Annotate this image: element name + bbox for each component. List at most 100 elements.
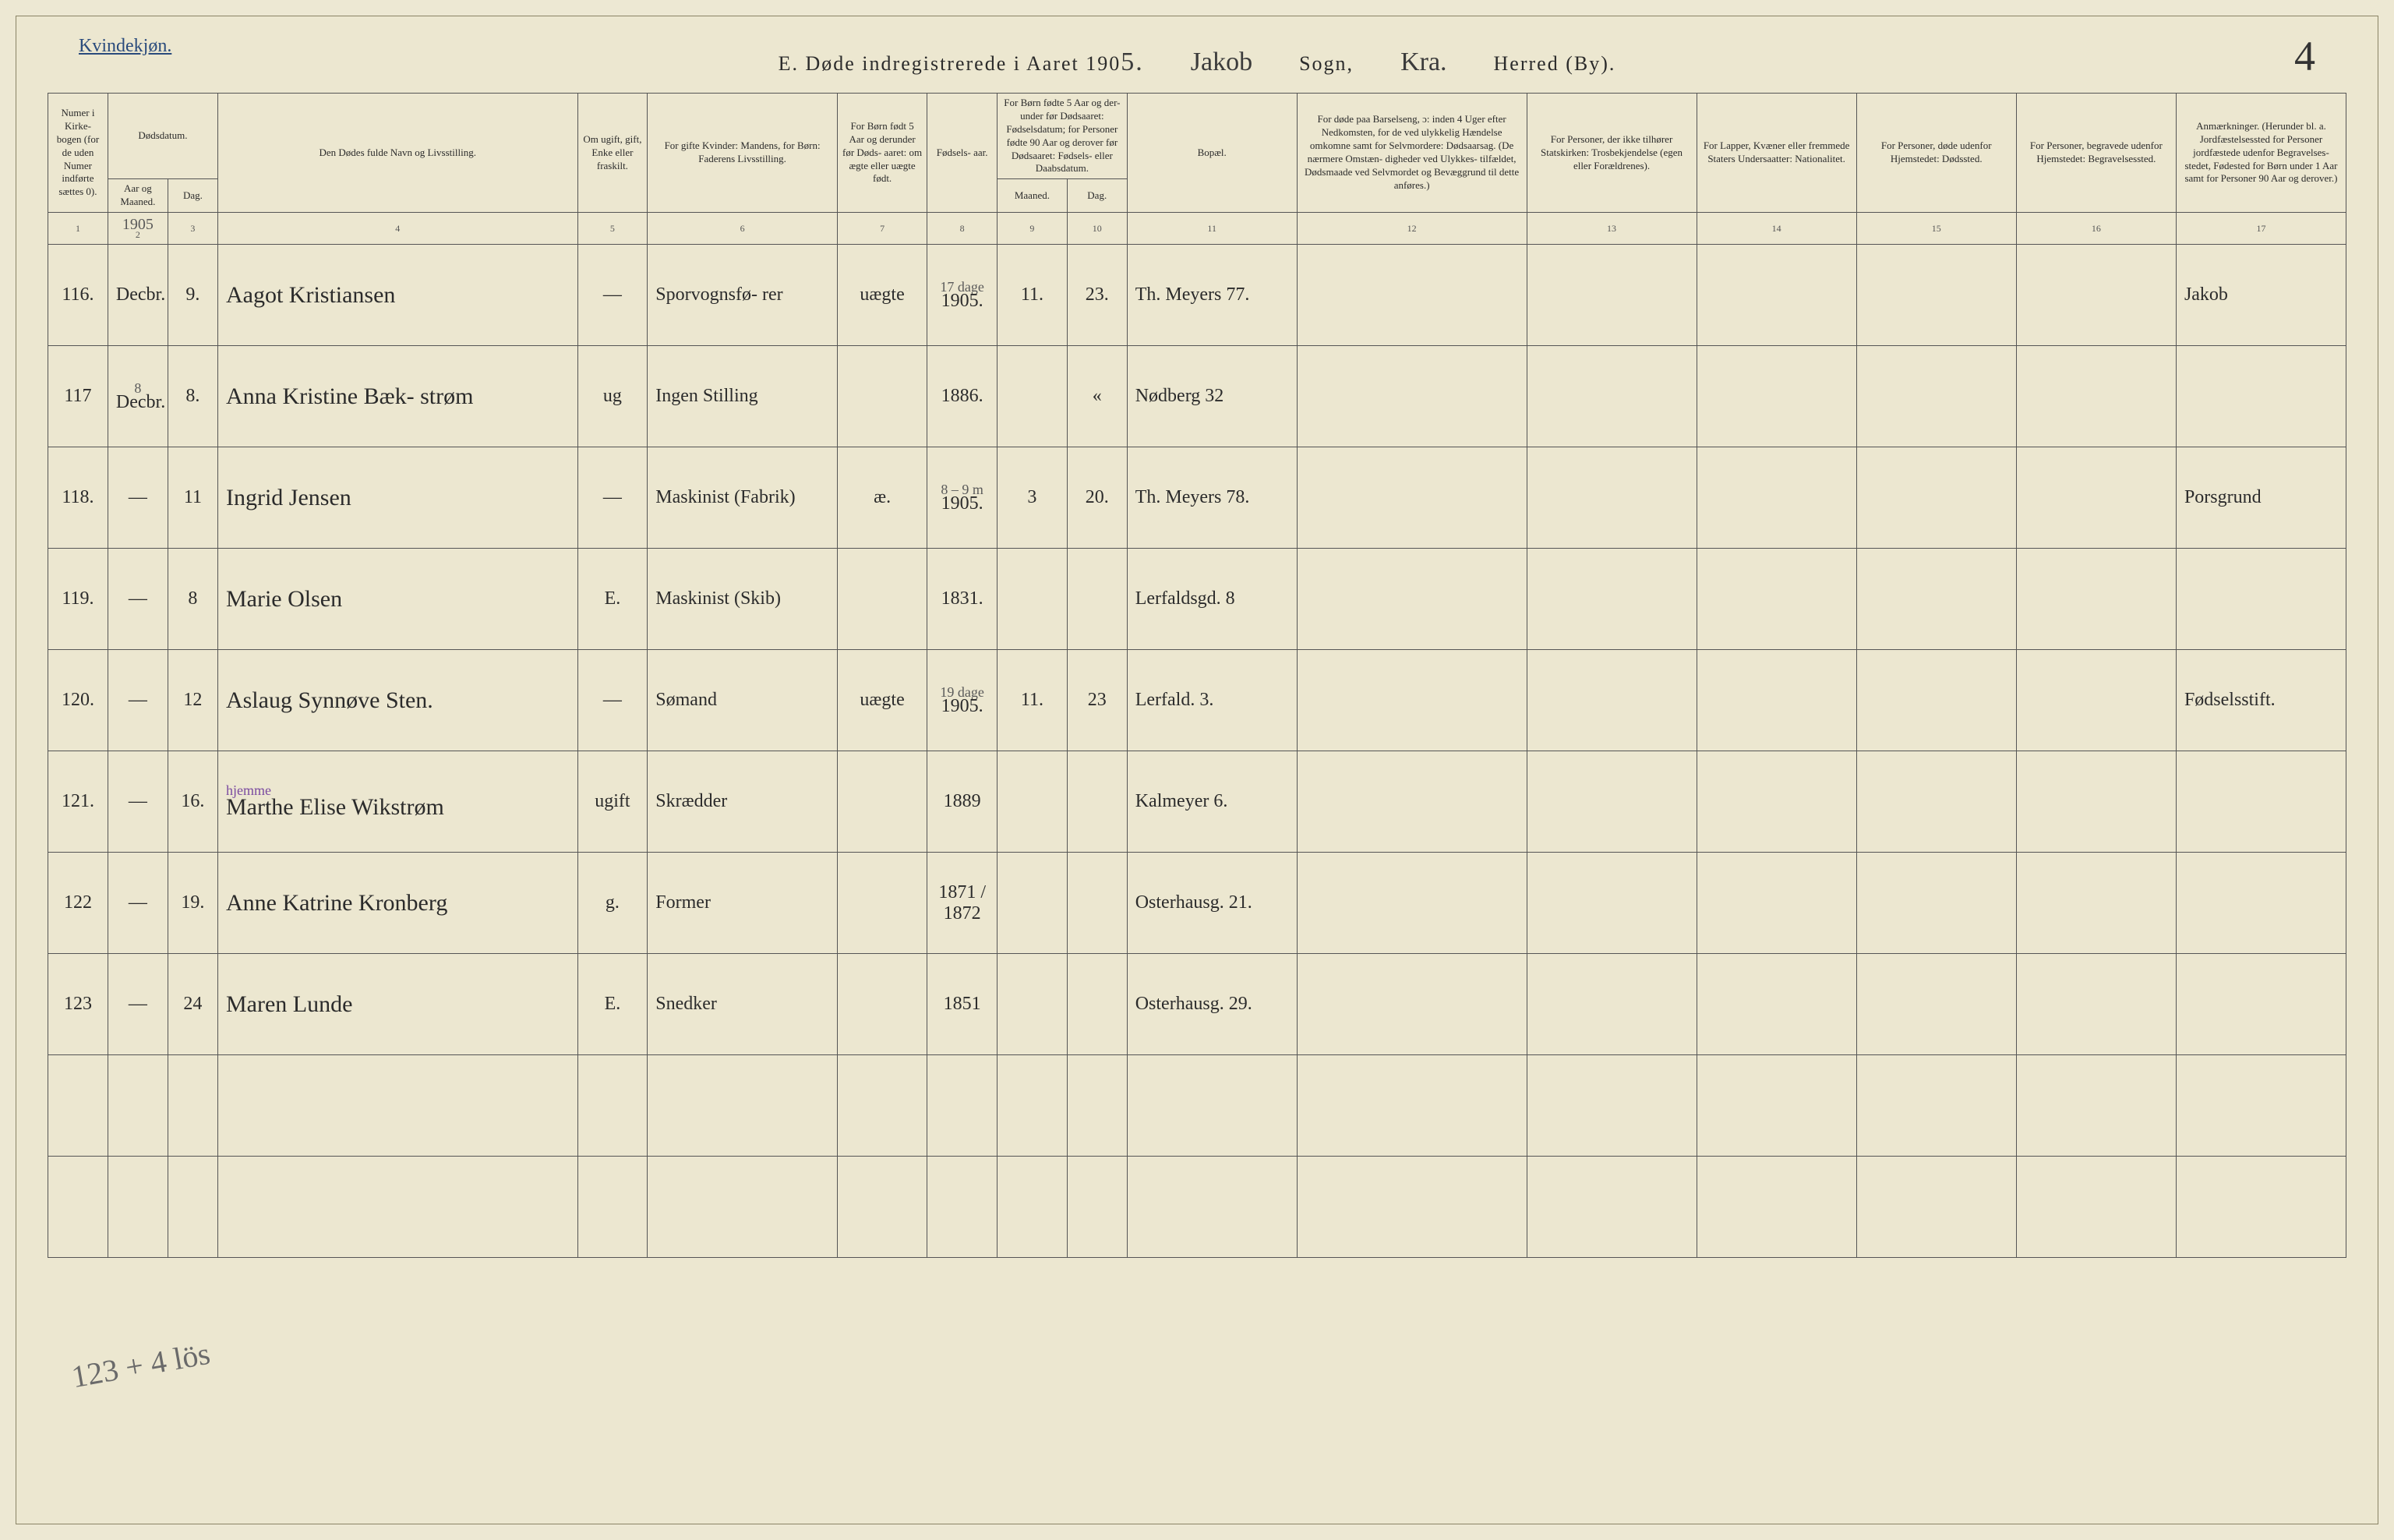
cell-occupation: Snedker xyxy=(648,954,838,1055)
table-row: 120.—12Aslaug Synnøve Sten.—Sømanduægte1… xyxy=(48,650,2346,751)
cell-num: 116. xyxy=(48,245,108,346)
hdr-bday: Dag. xyxy=(1067,179,1127,213)
cell-cause xyxy=(1297,853,1527,954)
table-row: 121.—16.hjemmeMarthe Elise Wikstrømugift… xyxy=(48,751,2346,853)
sogn-script: Jakob xyxy=(1191,48,1252,77)
cell-day: 19. xyxy=(168,853,217,954)
colnum: 14 xyxy=(1697,213,1856,245)
cell-occupation: Former xyxy=(648,853,838,954)
cell-deathplace xyxy=(1856,447,2016,549)
cell-status: g. xyxy=(577,853,648,954)
cell-birthmonth xyxy=(998,751,1068,853)
colnum: 10 xyxy=(1067,213,1127,245)
cell-remarks: Jakob xyxy=(2176,245,2346,346)
cell-status: E. xyxy=(577,954,648,1055)
cell-remarks: Porsgrund xyxy=(2176,447,2346,549)
cell-month: Decbr. xyxy=(108,245,168,346)
hdr-cause: For døde paa Barselseng, ɔ: inden 4 Uger… xyxy=(1297,94,1527,213)
colnum: 9 xyxy=(998,213,1068,245)
cell-name: Anna Kristine Bæk- strøm xyxy=(217,346,577,447)
sogn-label: Sogn, xyxy=(1299,52,1354,76)
hdr-name: Den Dødes fulde Navn og Livsstilling. xyxy=(217,94,577,213)
hdr-birthdate-top: For Børn fødte 5 Aar og der- under før D… xyxy=(998,94,1128,179)
colnum: 17 xyxy=(2176,213,2346,245)
cell-residence: Lerfaldsgd. 8 xyxy=(1127,549,1297,650)
cell-num: 117 xyxy=(48,346,108,447)
cell-burialplace xyxy=(2016,954,2176,1055)
cell-legit xyxy=(837,853,927,954)
cell-deathplace xyxy=(1856,346,2016,447)
cell-faith xyxy=(1527,549,1697,650)
cell-residence: Th. Meyers 77. xyxy=(1127,245,1297,346)
cell-cause xyxy=(1297,346,1527,447)
blank-row xyxy=(48,1055,2346,1157)
table-row: 118.—11Ingrid Jensen—Maskinist (Fabrik)æ… xyxy=(48,447,2346,549)
cell-cause xyxy=(1297,245,1527,346)
cell-faith xyxy=(1527,346,1697,447)
cell-legit xyxy=(837,954,927,1055)
cell-birthmonth xyxy=(998,346,1068,447)
cell-birthday: 23 xyxy=(1067,650,1127,751)
cell-remarks xyxy=(2176,954,2346,1055)
cell-remarks xyxy=(2176,346,2346,447)
cell-nationality xyxy=(1697,853,1856,954)
title-prefix-text: E. Døde indregistrerede i Aaret 190 xyxy=(779,52,1121,75)
footer-tally-note: 123 + 4 lös xyxy=(69,1335,213,1395)
cell-residence: Th. Meyers 78. xyxy=(1127,447,1297,549)
cell-status: ug xyxy=(577,346,648,447)
colnum: 8 xyxy=(927,213,998,245)
hdr-bmonth: Maaned. xyxy=(998,179,1068,213)
table-row: 1178Decbr.8.Anna Kristine Bæk- strømugIn… xyxy=(48,346,2346,447)
cell-faith xyxy=(1527,650,1697,751)
cell-burialplace xyxy=(2016,346,2176,447)
cell-cause xyxy=(1297,751,1527,853)
cell-burialplace xyxy=(2016,751,2176,853)
cell-month: 8Decbr. xyxy=(108,346,168,447)
colnum-2: 2 xyxy=(136,229,140,240)
colnum: 1 xyxy=(48,213,108,245)
colnum: 12 xyxy=(1297,213,1527,245)
colnum: 1905 2 xyxy=(108,213,168,245)
hdr-deathplace: For Personer, døde udenfor Hjemstedet: D… xyxy=(1856,94,2016,213)
hdr-burialplace: For Personer, begravede udenfor Hjemsted… xyxy=(2016,94,2176,213)
data-rows: 116.Decbr.9.Aagot Kristiansen—Sporvognsf… xyxy=(48,245,2346,1055)
cell-residence: Osterhausg. 29. xyxy=(1127,954,1297,1055)
cell-num: 123 xyxy=(48,954,108,1055)
cell-nationality xyxy=(1697,549,1856,650)
hdr-nationality: For Lapper, Kvæner eller fremmede Stater… xyxy=(1697,94,1856,213)
cell-month: — xyxy=(108,447,168,549)
cell-status: — xyxy=(577,447,648,549)
cell-burialplace xyxy=(2016,549,2176,650)
cell-residence: Nødberg 32 xyxy=(1127,346,1297,447)
cell-day: 24 xyxy=(168,954,217,1055)
title-row: E. Døde indregistrerede i Aaret 1905. Ja… xyxy=(48,48,2346,77)
cell-birthyear: 8 – 9 m1905. xyxy=(927,447,998,549)
hdr-day: Dag. xyxy=(168,179,217,213)
colnum: 3 xyxy=(168,213,217,245)
herred-label: Herred (By). xyxy=(1494,52,1616,76)
cell-nationality xyxy=(1697,650,1856,751)
cell-occupation: Skrædder xyxy=(648,751,838,853)
cell-burialplace xyxy=(2016,245,2176,346)
cell-status: ugift xyxy=(577,751,648,853)
column-number-row: 1 1905 2 3 4 5 6 7 8 9 10 11 12 13 14 15… xyxy=(48,213,2346,245)
ledger-page: Kvindekjøn. 4 E. Døde indregistrerede i … xyxy=(16,16,2378,1524)
cell-birthday: 20. xyxy=(1067,447,1127,549)
herred-script: Kra. xyxy=(1400,48,1446,77)
cell-birthmonth xyxy=(998,549,1068,650)
colnum: 5 xyxy=(577,213,648,245)
cell-birthyear: 1886. xyxy=(927,346,998,447)
cell-status: E. xyxy=(577,549,648,650)
colnum: 16 xyxy=(2016,213,2176,245)
cell-legit xyxy=(837,346,927,447)
cell-num: 118. xyxy=(48,447,108,549)
colnum: 13 xyxy=(1527,213,1697,245)
table-row: 123—24Maren LundeE.Snedker1851Osterhausg… xyxy=(48,954,2346,1055)
cell-month: — xyxy=(108,954,168,1055)
cell-day: 12 xyxy=(168,650,217,751)
hdr-birthyear: Fødsels- aar. xyxy=(927,94,998,213)
table-row: 122—19.Anne Katrine Kronbergg.Former1871… xyxy=(48,853,2346,954)
cell-legit xyxy=(837,549,927,650)
cell-faith xyxy=(1527,751,1697,853)
cell-name: hjemmeMarthe Elise Wikstrøm xyxy=(217,751,577,853)
